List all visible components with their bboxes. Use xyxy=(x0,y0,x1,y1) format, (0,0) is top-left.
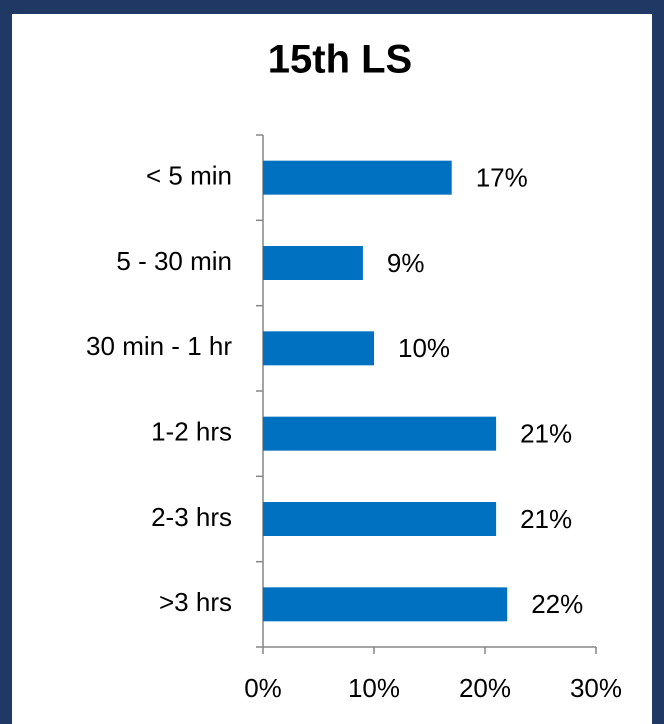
bar xyxy=(263,416,497,451)
data-label: 21% xyxy=(520,419,572,449)
x-tick-label: 30% xyxy=(570,673,622,703)
x-tick-label: 20% xyxy=(459,673,511,703)
bar xyxy=(263,587,508,622)
data-label: 22% xyxy=(531,589,583,619)
bar xyxy=(263,246,363,280)
bar xyxy=(263,331,374,366)
data-label: 10% xyxy=(398,333,450,363)
x-tick-label: 10% xyxy=(348,673,400,703)
y-tick-label: >3 hrs xyxy=(159,587,232,617)
y-tick-label: 1-2 hrs xyxy=(151,417,232,447)
bar xyxy=(263,160,452,195)
chart-title: 15th LS xyxy=(268,38,412,82)
x-tick-label: 0% xyxy=(244,673,282,703)
y-tick-label: 30 min - 1 hr xyxy=(86,331,232,361)
y-tick-label: 5 - 30 min xyxy=(116,246,232,276)
y-tick-label: 2-3 hrs xyxy=(151,502,232,532)
data-label: 17% xyxy=(476,163,528,193)
data-label: 21% xyxy=(520,504,572,534)
y-tick-label: < 5 min xyxy=(146,161,232,191)
bar xyxy=(263,502,497,536)
data-label: 9% xyxy=(387,248,425,278)
